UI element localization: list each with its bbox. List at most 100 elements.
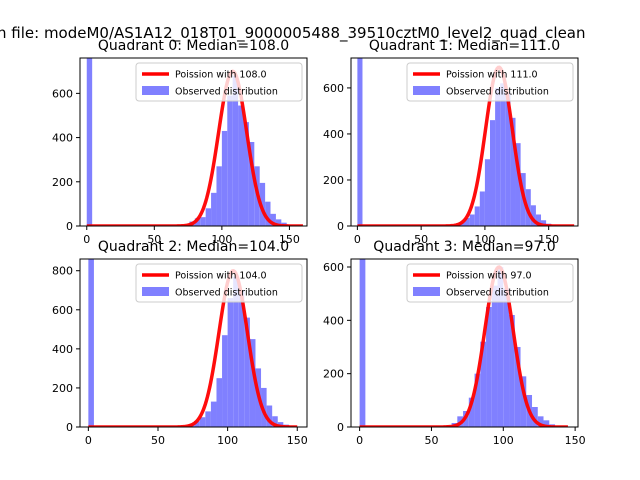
histogram-bar — [86, 58, 93, 226]
subplot-quadrant-3: 0 50 100 150 0 200 400 600 Quadrant 3: Median=97… — [323, 239, 586, 447]
histogram-bar — [495, 87, 501, 226]
x-tick-label: 100 — [474, 233, 495, 246]
histogram-bar — [537, 416, 544, 427]
x-tick-label: 0 — [83, 233, 90, 246]
histogram-bar — [233, 276, 239, 427]
figure-suptitle: n file: modeM0/AS1A12_018T01_9000005488_… — [0, 24, 586, 43]
histogram-bar — [484, 159, 491, 226]
x-tick-label: 50 — [151, 434, 165, 447]
y-tick-label: 800 — [52, 265, 73, 278]
legend-label-observed: Observed distribution — [446, 87, 549, 98]
histogram-bar — [474, 206, 480, 226]
histogram-bar — [491, 285, 498, 427]
legend-label-poisson: Poission with 104.0 — [175, 271, 267, 282]
histogram-bar — [205, 411, 211, 427]
histogram-bar — [503, 288, 510, 427]
x-tick-label: 100 — [493, 434, 514, 447]
y-tick-label: 200 — [323, 174, 344, 187]
histogram-bar — [194, 218, 201, 226]
y-tick-label: 400 — [52, 343, 73, 356]
histogram-bar — [515, 143, 521, 226]
histogram-bar — [357, 58, 363, 226]
x-tick-label: 0 — [85, 434, 92, 447]
histogram-bar — [486, 307, 492, 427]
poisson-curve — [359, 265, 568, 427]
plot-area — [88, 259, 298, 427]
histogram-bar — [497, 267, 504, 427]
histogram-bar — [244, 317, 250, 427]
subplot-grid: 0 50 100 150 0 200 400 600 Quadrant 0: Median=10… — [52, 38, 586, 447]
histogram-bar — [211, 192, 217, 226]
histogram-bar — [530, 205, 536, 226]
histogram-bar — [88, 259, 94, 427]
legend-bar-swatch — [142, 86, 169, 95]
x-tick-label: 50 — [424, 434, 438, 447]
x-tick-label: 50 — [414, 233, 428, 246]
plot-area — [359, 259, 568, 427]
histogram-bar — [272, 416, 278, 427]
y-tick-label: 200 — [52, 176, 73, 189]
histogram-bar — [227, 95, 233, 226]
histogram-bar — [248, 142, 255, 226]
histogram-bar — [490, 120, 496, 226]
x-tick-label: 50 — [147, 233, 161, 246]
subplot-quadrant-2: 0 50 100 150 0 200 400 600 800 Quadrant 2: Median… — [52, 239, 308, 447]
legend: Poission with 111.0 Observed distribution — [406, 62, 574, 102]
histogram-bar — [232, 75, 239, 226]
y-tick-label: 600 — [323, 82, 344, 95]
histogram-bar — [243, 122, 249, 226]
x-tick-label: 100 — [211, 233, 232, 246]
y-tick-label: 0 — [337, 220, 344, 233]
x-tick-label: 150 — [279, 233, 300, 246]
histogram-bar — [210, 401, 217, 427]
legend-label-poisson: Poission with 111.0 — [446, 70, 538, 81]
x-tick-label: 150 — [287, 434, 308, 447]
poisson-curve — [86, 69, 303, 226]
axes-frame — [79, 258, 308, 428]
y-tick-label: 200 — [52, 382, 73, 395]
y-tick-label: 600 — [52, 87, 73, 100]
legend-label-observed: Observed distribution — [175, 288, 278, 299]
legend-label-poisson: Poission with 97.0 — [446, 271, 532, 282]
x-tick-label: 150 — [565, 434, 586, 447]
histogram-bar — [222, 335, 228, 427]
histogram-bar — [474, 373, 481, 427]
y-tick-label: 600 — [52, 304, 73, 317]
histogram-bar — [509, 315, 515, 427]
axes-frame — [350, 57, 579, 227]
subplot-quadrant-1: 0 50 100 150 0 200 400 600 Quadrant 1: Median=11… — [323, 38, 579, 246]
y-tick-label: 0 — [337, 421, 344, 434]
histogram-bar — [200, 217, 206, 226]
legend-box — [406, 263, 574, 303]
y-tick-label: 400 — [52, 132, 73, 145]
histogram-bar — [479, 191, 485, 226]
legend-label-observed: Observed distribution — [446, 288, 549, 299]
subplot-title: Quadrant 1: Median=111.0 — [369, 38, 560, 54]
histogram-bar — [275, 219, 282, 226]
histogram-bar — [543, 420, 550, 427]
subplot-title: Quadrant 2: Median=104.0 — [98, 239, 289, 255]
plot-area — [357, 58, 575, 226]
x-tick-label: 0 — [354, 233, 361, 246]
subplot-title: Quadrant 3: Median=97.0 — [373, 239, 555, 255]
legend-box — [135, 62, 303, 102]
legend-box — [135, 263, 303, 303]
histogram-bar — [469, 214, 475, 226]
histogram-bar — [541, 220, 547, 226]
legend: Poission with 104.0 Observed distribution — [135, 263, 303, 303]
histogram-bar — [535, 214, 542, 226]
histogram-bar — [266, 405, 273, 427]
histogram-bar — [194, 421, 200, 427]
x-tick-label: 150 — [538, 233, 559, 246]
legend: Poission with 97.0 Observed distribution — [406, 263, 574, 303]
y-tick-label: 200 — [323, 368, 344, 381]
poisson-curve — [357, 65, 575, 226]
histogram-bar — [520, 376, 527, 427]
histogram-bar — [500, 83, 506, 226]
histogram-bar — [216, 378, 223, 427]
plot-area — [86, 58, 303, 226]
x-tick-label: 100 — [217, 434, 238, 447]
histogram-bar — [359, 259, 366, 427]
legend-bar-swatch — [142, 287, 169, 296]
